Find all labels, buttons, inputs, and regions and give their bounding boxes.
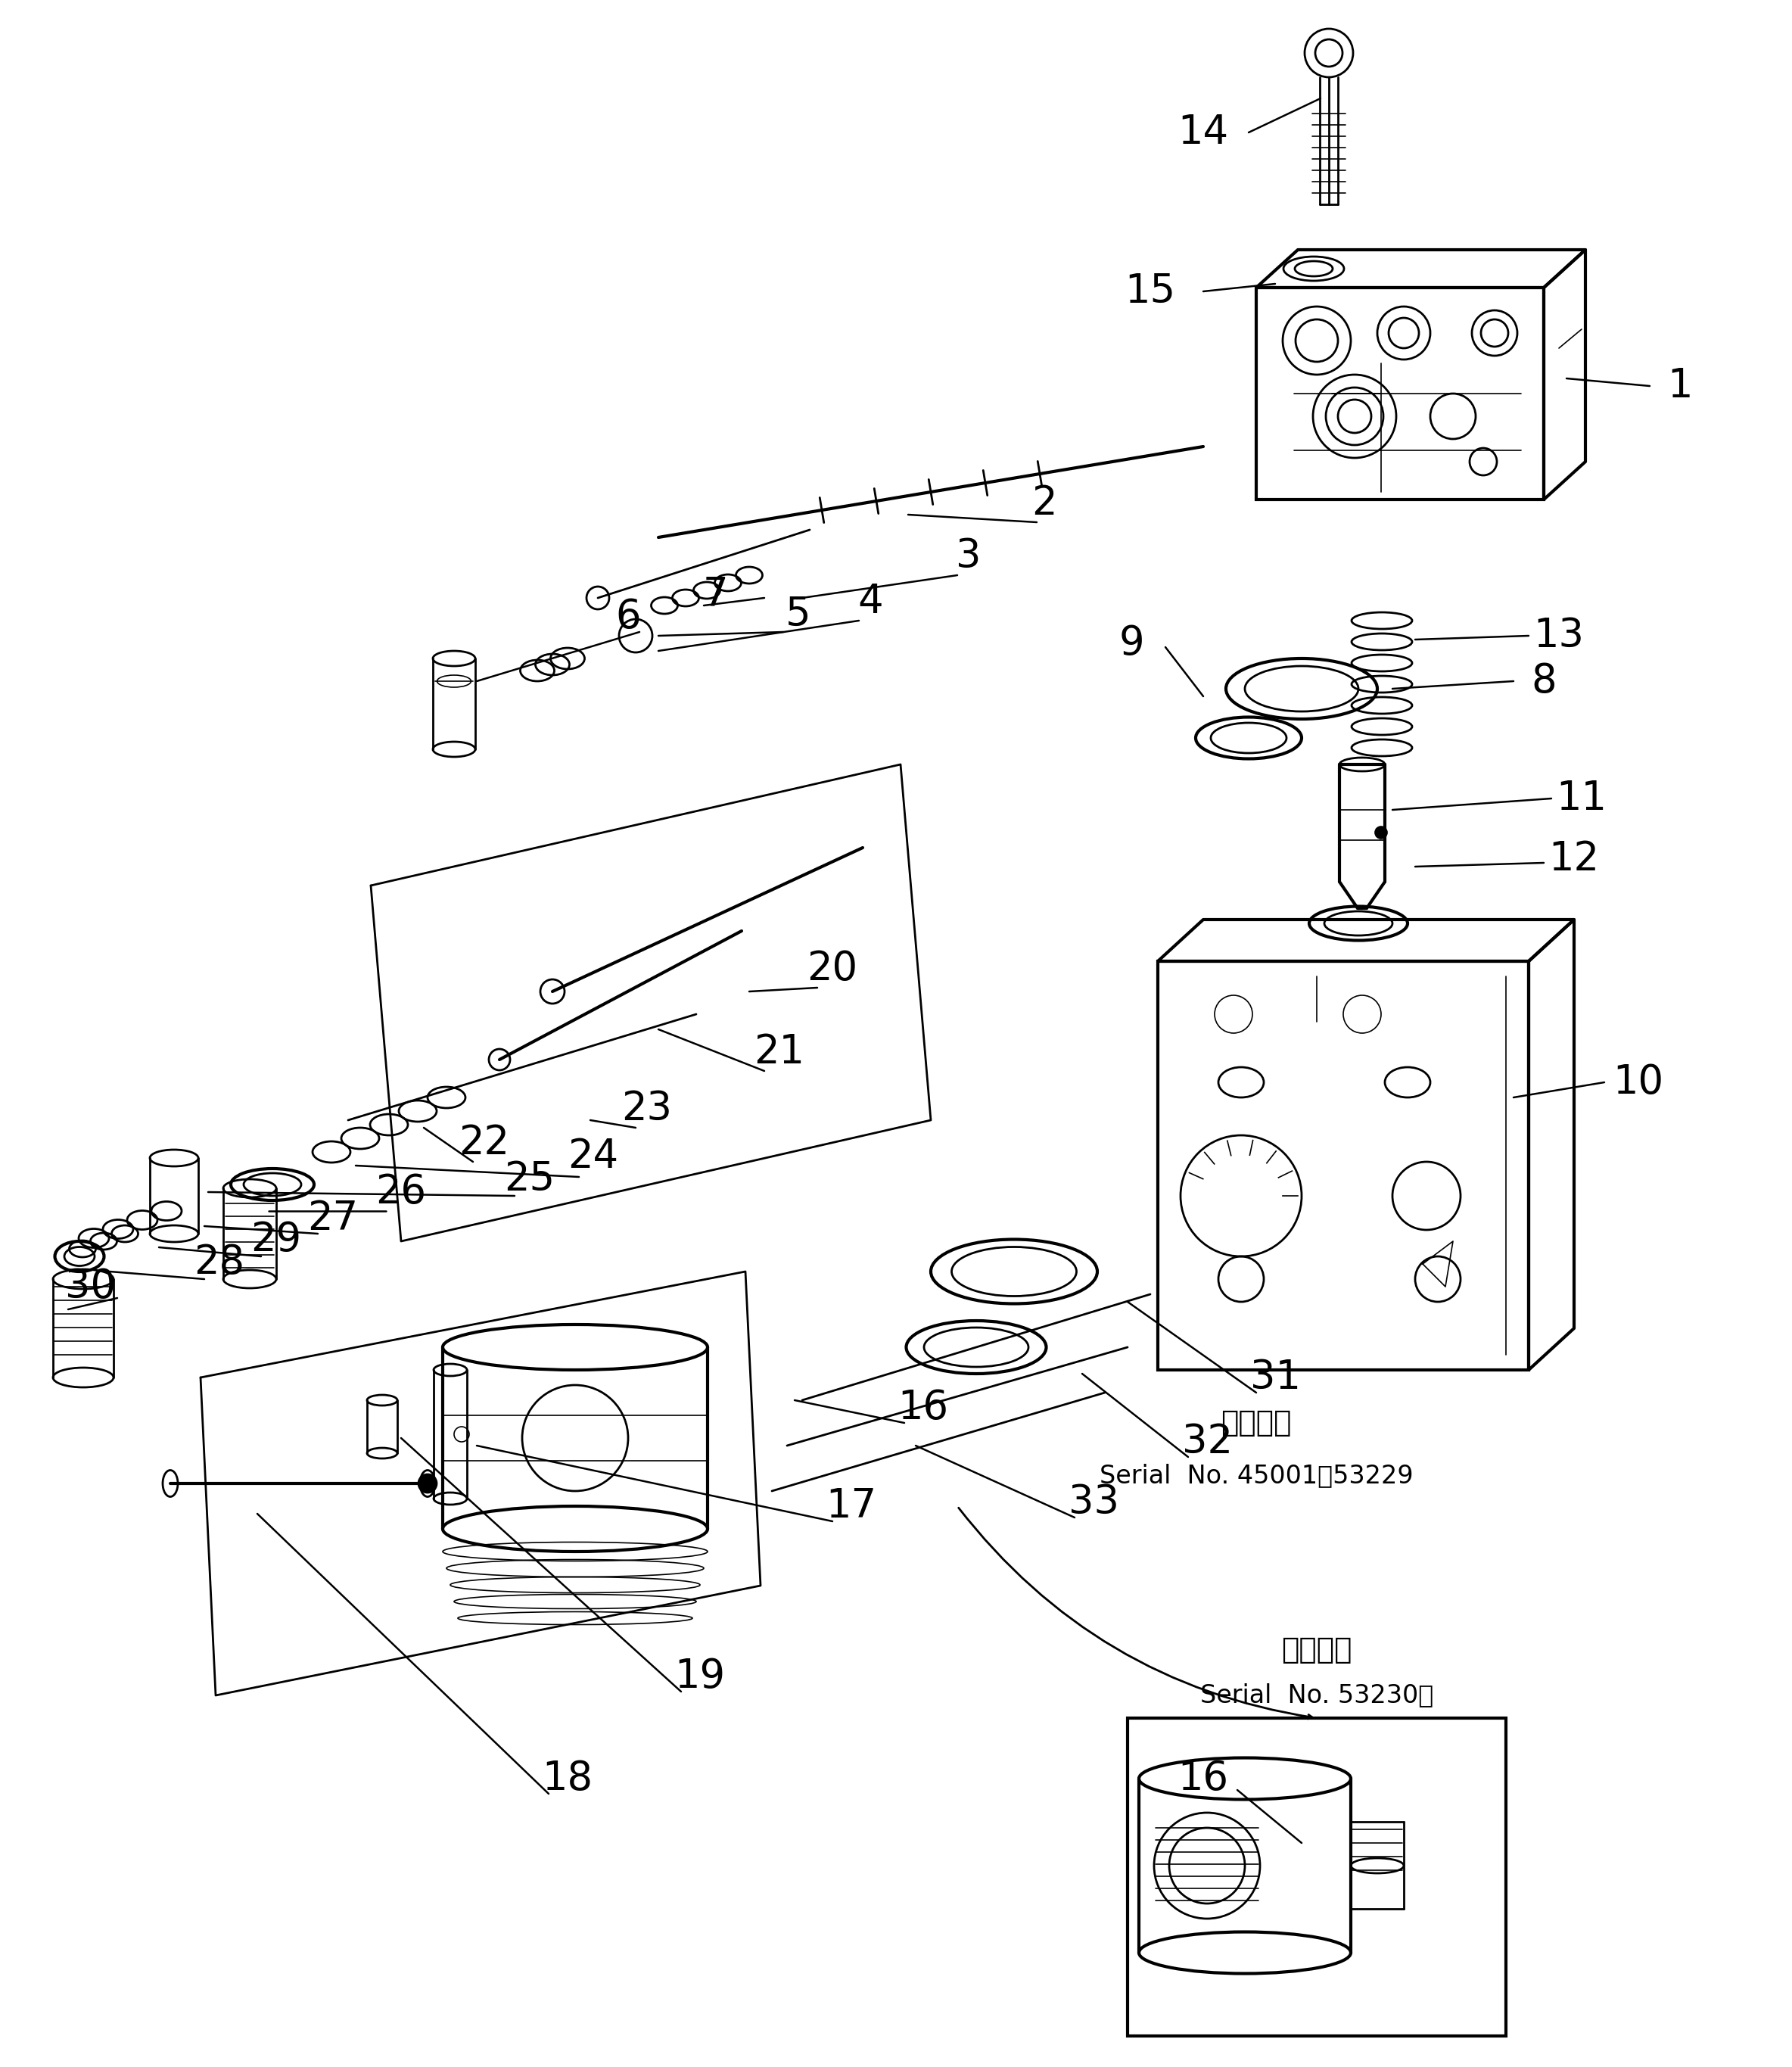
Text: 適用号機: 適用号機 (1281, 1635, 1353, 1664)
Circle shape (1374, 827, 1387, 839)
Text: 3: 3 (955, 537, 982, 577)
Bar (1256, 287, 1543, 500)
Text: 18: 18 (543, 1759, 593, 1798)
Text: 1: 1 (1667, 366, 1693, 405)
Text: 33: 33 (1068, 1482, 1118, 1521)
Text: 31: 31 (1249, 1358, 1301, 1397)
Text: 21: 21 (754, 1031, 805, 1071)
Text: 27: 27 (308, 1199, 358, 1238)
Text: 9: 9 (1118, 624, 1143, 664)
Text: 15: 15 (1125, 271, 1176, 310)
Text: 11: 11 (1555, 779, 1607, 819)
Bar (1127, 1718, 1505, 2036)
Text: 適用号機: 適用号機 (1220, 1408, 1292, 1437)
Text: 10: 10 (1613, 1062, 1663, 1102)
Text: 28: 28 (194, 1242, 246, 1282)
Text: 2: 2 (1032, 484, 1057, 523)
Text: 4: 4 (858, 583, 883, 622)
Text: 23: 23 (622, 1089, 672, 1129)
Text: 17: 17 (826, 1486, 876, 1525)
Text: 25: 25 (504, 1160, 556, 1199)
Circle shape (419, 1474, 437, 1492)
Text: 12: 12 (1548, 839, 1600, 878)
Text: 30: 30 (66, 1267, 116, 1306)
Text: 22: 22 (459, 1122, 509, 1162)
Text: 26: 26 (376, 1172, 426, 1211)
Text: 16: 16 (898, 1389, 948, 1428)
Text: 7: 7 (702, 575, 728, 614)
Text: Serial  No. 53230～: Serial No. 53230～ (1201, 1683, 1434, 1707)
Text: 8: 8 (1530, 661, 1557, 701)
Text: 32: 32 (1181, 1422, 1233, 1461)
Text: 14: 14 (1177, 114, 1229, 153)
Text: 20: 20 (806, 949, 858, 988)
Text: 13: 13 (1534, 616, 1584, 655)
Text: 19: 19 (674, 1658, 726, 1697)
Text: Serial  No. 45001～53229: Serial No. 45001～53229 (1098, 1463, 1414, 1488)
Text: 5: 5 (785, 595, 812, 635)
Text: 24: 24 (568, 1137, 618, 1176)
Text: 6: 6 (615, 597, 642, 637)
Bar (1158, 961, 1529, 1370)
Text: 16: 16 (1177, 1759, 1229, 1798)
Text: 29: 29 (251, 1220, 301, 1259)
